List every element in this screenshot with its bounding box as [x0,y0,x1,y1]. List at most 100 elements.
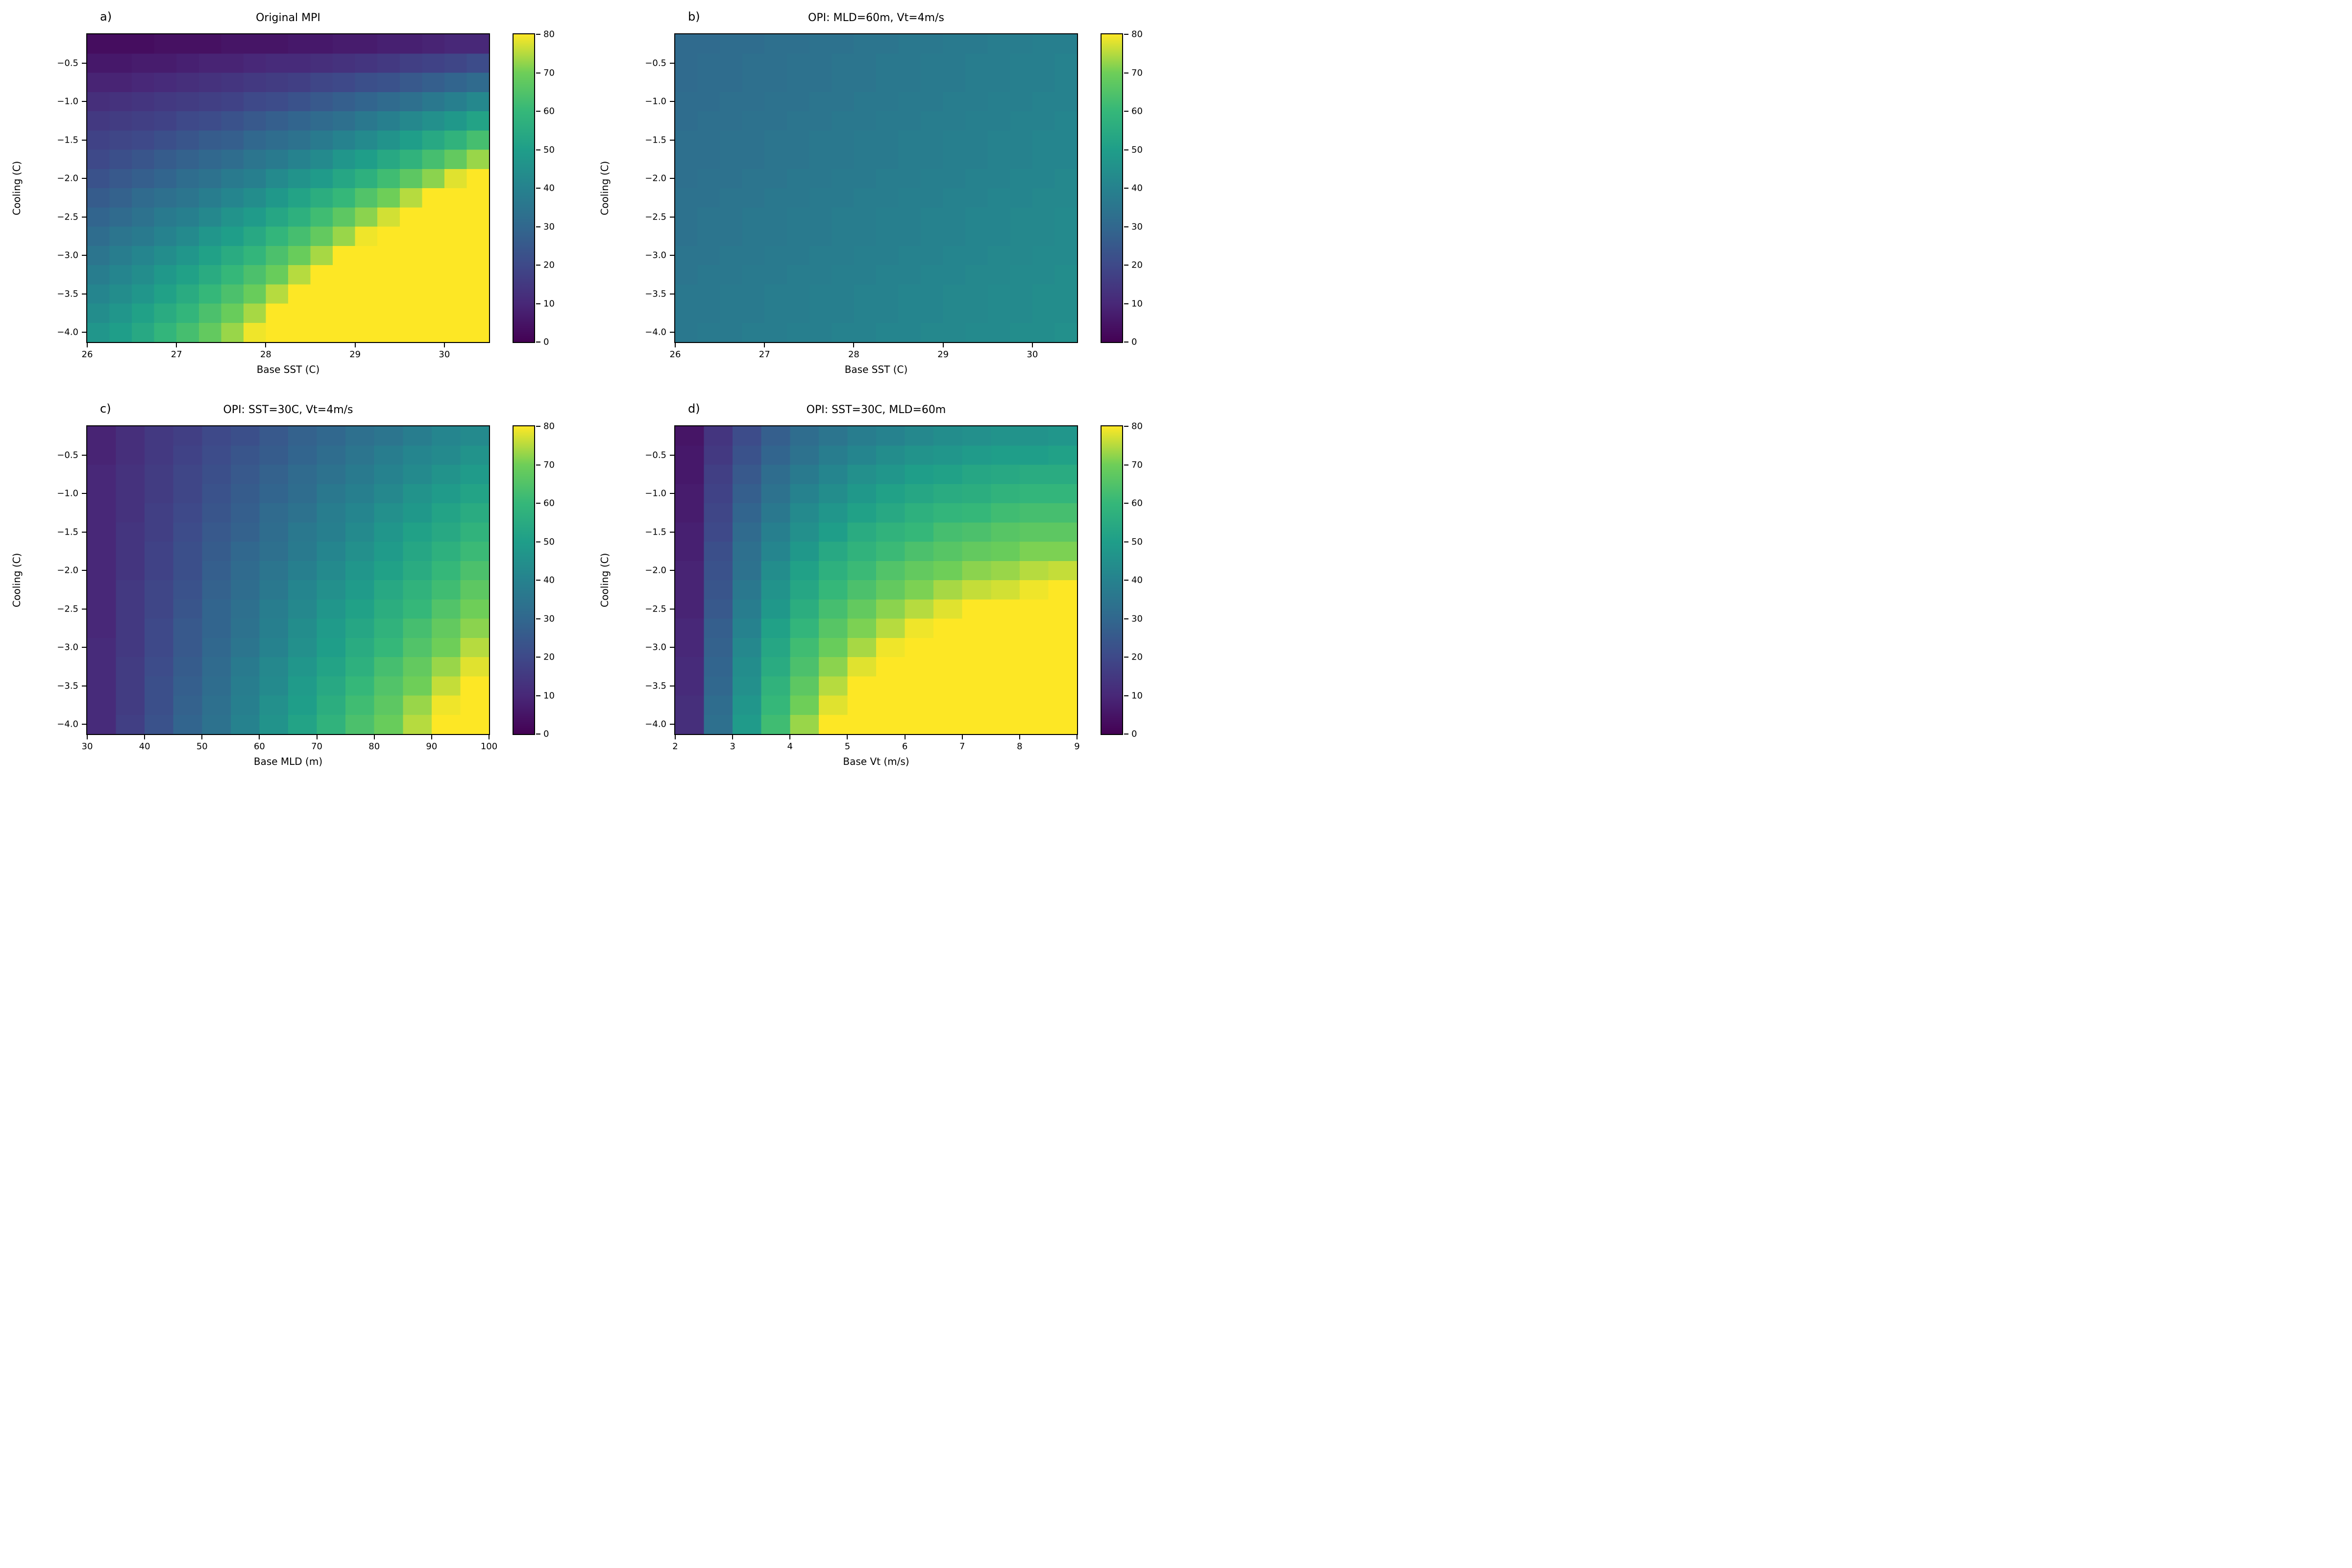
x-tick-mark [87,343,88,347]
colorbar-tick-mark [1124,342,1128,343]
y-tick-mark [670,62,674,64]
colorbar-tick-labels: 0 10 20 30 40 50 60 70 80 [543,29,575,347]
y-tick-mark [82,454,86,456]
colorbar-tick-labels: 0 10 20 30 40 50 60 70 80 [543,421,575,739]
y-tick-labels: −0.5 −1.0 −1.5 −2.0 −2.5 −3.0 −3.5 −4.0 [0,34,78,342]
colorbar-tick-label: 0 [543,729,549,739]
y-tick-mark [670,139,674,141]
colorbar-tick-label: 20 [543,260,555,270]
x-tick-label: 29 [349,349,361,360]
y-tick-marks [82,34,86,342]
y-tick-label: −4.0 [57,327,78,338]
x-tick-mark [675,735,676,739]
colorbar-tick-label: 10 [543,298,555,309]
colorbar-tick-label: 20 [543,652,555,662]
x-tick-label: 26 [81,349,93,360]
colorbar-tick-label: 60 [543,498,555,509]
x-tick-label: 70 [311,741,323,752]
x-tick-labels: 2 3 4 5 6 7 8 9 [672,741,1080,753]
colorbar-gradient [513,425,535,735]
y-tick-label: −2.5 [57,604,78,614]
x-tick-label: 28 [260,349,271,360]
panel-b: b) OPI: MLD=60m, Vt=4m/s Cooling (C) −0.… [588,0,1176,392]
y-tick-mark [82,724,86,725]
colorbar-tick-mark [536,226,540,227]
colorbar-tick-mark [1124,188,1128,189]
x-tick-marks [87,343,489,347]
colorbar-tick-label: 0 [1131,337,1137,347]
colorbar-tick-marks [1124,34,1128,343]
colorbar-tick-label: 70 [1131,68,1143,78]
y-tick-mark [82,608,86,610]
y-tick-label: −1.0 [57,96,78,107]
colorbar-tick-label: 30 [1131,221,1143,232]
colorbar-tick-mark [1124,226,1128,227]
y-tick-label: −2.0 [645,565,666,576]
heatmap-canvas [675,34,1077,342]
heatmap-canvas [87,426,489,734]
colorbar-tick-label: 40 [543,183,555,194]
panel-title-b: OPI: MLD=60m, Vt=4m/s [808,12,944,24]
x-tick-label: 26 [669,349,681,360]
colorbar-tick-label: 40 [1131,183,1143,194]
x-tick-marks [675,735,1078,739]
colorbar-tick-mark [1124,72,1128,74]
y-tick-mark [670,454,674,456]
x-tick-label: 9 [1074,741,1080,752]
colorbar-tick-mark [1124,503,1128,504]
x-axis-label: Base MLD (m) [253,756,323,767]
y-tick-mark [670,493,674,494]
colorbar-tick-mark [536,541,540,542]
figure: a) Original MPI Cooling (C) −0.5 −1.0 −1.5… [0,0,1176,784]
colorbar-tick-label: 40 [543,575,555,586]
panel-label-c: c) [100,402,111,416]
y-tick-label: −4.0 [645,327,666,338]
colorbar-tick-mark [1124,303,1128,304]
colorbar-tick-mark [1124,149,1128,150]
plot-area [86,425,490,735]
y-tick-label: −0.5 [645,58,666,69]
x-tick-marks [675,343,1077,347]
colorbar-tick-label: 70 [543,68,555,78]
colorbar-tick-mark [536,72,540,74]
y-tick-label: −3.0 [645,250,666,261]
x-tick-mark [961,735,963,739]
x-tick-label: 5 [844,741,851,752]
colorbar-tick-mark [1124,34,1128,35]
colorbar-tick-mark [1124,111,1128,112]
colorbar-tick-label: 40 [1131,575,1143,586]
colorbar-tick-label: 60 [1131,498,1143,509]
y-tick-mark [670,724,674,725]
x-tick-mark [201,735,203,739]
y-tick-mark [670,255,674,256]
x-tick-mark [764,343,765,347]
colorbar-tick-marks [536,426,540,735]
panel-a: a) Original MPI Cooling (C) −0.5 −1.0 −1.5… [0,0,588,392]
y-tick-label: −4.0 [645,719,666,730]
colorbar-tick-marks [1124,426,1128,735]
x-tick-label: 8 [1017,741,1023,752]
y-tick-labels: −0.5 −1.0 −1.5 −2.0 −2.5 −3.0 −3.5 −4.0 [588,34,666,342]
plot-area [86,33,490,343]
y-tick-label: −0.5 [57,58,78,69]
x-tick-mark [1019,735,1020,739]
x-tick-label: 50 [196,741,208,752]
colorbar-tick-labels: 0 10 20 30 40 50 60 70 80 [1131,29,1163,347]
colorbar-tick-mark [1124,734,1128,735]
x-tick-mark [316,735,318,739]
colorbar-tick-mark [1124,426,1128,427]
x-tick-mark [853,343,855,347]
colorbar-tick-mark [536,188,540,189]
x-tick-label: 90 [426,741,438,752]
y-tick-mark [670,531,674,533]
x-tick-label: 6 [902,741,908,752]
x-tick-mark [354,343,356,347]
y-tick-mark [82,178,86,179]
x-tick-mark [732,735,734,739]
y-tick-label: −3.0 [57,250,78,261]
y-tick-label: −1.0 [645,488,666,499]
y-tick-mark [670,647,674,648]
y-tick-label: −1.0 [57,488,78,499]
x-tick-label: 30 [439,349,450,360]
y-tick-marks [670,426,674,734]
